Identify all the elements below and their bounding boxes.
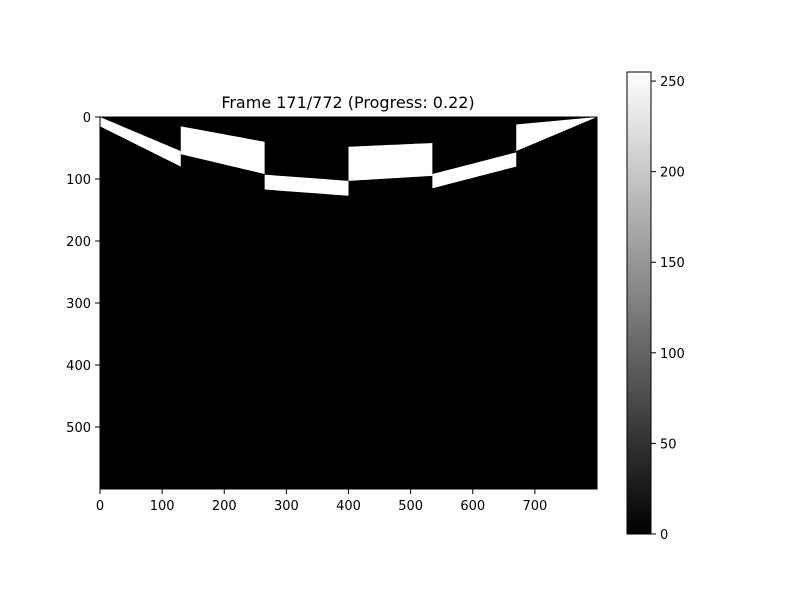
y-tick-label: 500 [66,421,91,436]
y-tick-label: 200 [66,235,91,250]
x-tick-label: 700 [522,499,547,514]
colorbar-tick-label: 0 [660,528,668,543]
colorbar-tick-label: 200 [660,166,685,181]
y-axis: 0 100 200 300 400 500 [66,111,100,436]
image-band-5 [432,152,517,189]
image-bands [100,117,597,196]
image-band-6 [516,117,597,152]
y-tick-label: 0 [83,111,91,126]
colorbar-tick-label: 100 [660,347,685,362]
colorbar-tick-label: 250 [660,75,685,90]
x-axis: 0 100 200 300 400 500 600 700 [96,489,547,514]
image-band-2 [180,126,265,175]
x-tick-label: 500 [398,499,423,514]
x-tick-label: 400 [336,499,361,514]
x-tick-label: 200 [212,499,237,514]
x-tick-label: 600 [460,499,485,514]
colorbar-tick-label: 150 [660,256,685,271]
y-tick-label: 400 [66,359,91,374]
colorbar-gradient [626,71,652,535]
plot-area [99,116,598,490]
colorbar-ticks: 0 50 100 150 200 250 [651,75,685,543]
x-tick-label: 100 [150,499,175,514]
y-tick-label: 300 [66,297,91,312]
image-band-3 [264,174,349,196]
image-band-1 [100,117,181,167]
colorbar: 0 50 100 150 200 250 [626,71,685,543]
image-band-4 [348,143,433,181]
x-tick-label: 300 [274,499,299,514]
colorbar-tick-label: 50 [660,437,677,452]
chart-title: Frame 171/772 (Progress: 0.22) [221,93,474,112]
x-tick-label: 0 [96,499,104,514]
y-tick-label: 100 [66,173,91,188]
